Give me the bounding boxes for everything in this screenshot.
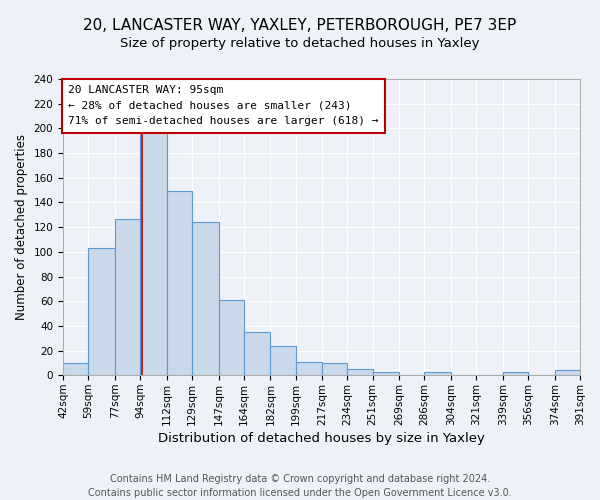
Text: Size of property relative to detached houses in Yaxley: Size of property relative to detached ho… <box>120 38 480 51</box>
Bar <box>296 362 322 376</box>
Bar <box>140 128 167 376</box>
Bar <box>424 372 451 376</box>
Bar <box>218 300 244 376</box>
X-axis label: Distribution of detached houses by size in Yaxley: Distribution of detached houses by size … <box>158 432 485 445</box>
Bar <box>373 372 399 376</box>
Bar <box>347 369 373 376</box>
Bar <box>192 222 218 376</box>
Bar <box>63 363 88 376</box>
Bar <box>115 218 140 376</box>
Text: 20, LANCASTER WAY, YAXLEY, PETERBOROUGH, PE7 3EP: 20, LANCASTER WAY, YAXLEY, PETERBOROUGH,… <box>83 18 517 32</box>
Bar <box>88 248 115 376</box>
Text: 20 LANCASTER WAY: 95sqm
← 28% of detached houses are smaller (243)
71% of semi-d: 20 LANCASTER WAY: 95sqm ← 28% of detache… <box>68 85 379 126</box>
Bar <box>555 370 580 376</box>
Text: Contains HM Land Registry data © Crown copyright and database right 2024.
Contai: Contains HM Land Registry data © Crown c… <box>88 474 512 498</box>
Bar <box>244 332 271 376</box>
Y-axis label: Number of detached properties: Number of detached properties <box>15 134 28 320</box>
Bar <box>503 372 528 376</box>
Bar <box>322 363 347 376</box>
Bar <box>271 346 296 376</box>
Bar <box>167 192 192 376</box>
